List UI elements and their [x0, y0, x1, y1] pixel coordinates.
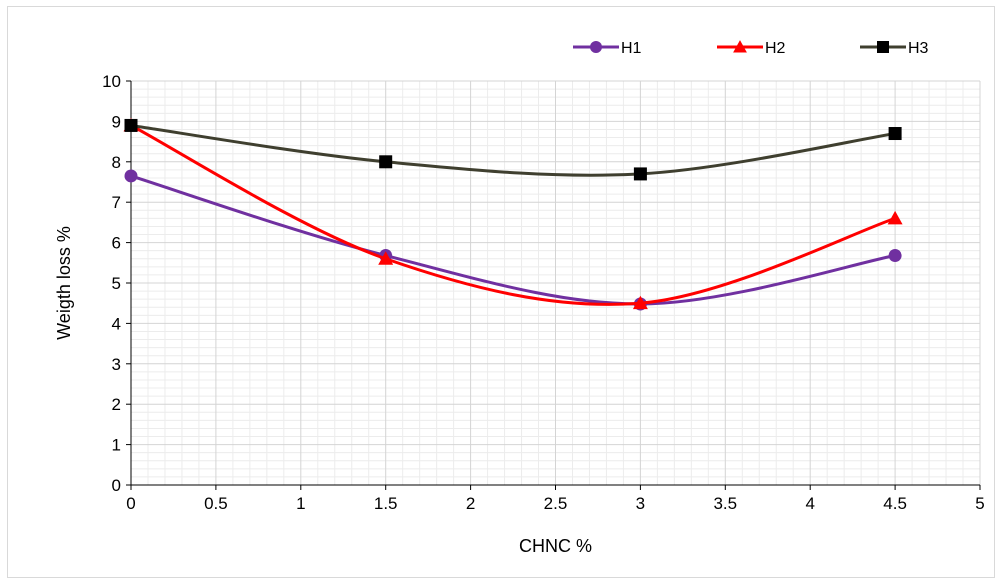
legend-label-h3: H3	[908, 40, 929, 57]
series-h2-point	[378, 251, 394, 265]
legend-item-h1: H1	[573, 40, 642, 57]
y-axis-ticks: 0 1 2 3 4 5 6 7 8 9 10	[102, 72, 131, 495]
y-tick-label: 4	[112, 314, 121, 333]
y-axis-title: Weigth loss %	[54, 226, 74, 340]
legend-label-h1: H1	[621, 40, 642, 57]
x-tick-label: 0.5	[204, 494, 228, 513]
x-tick-label: 4.5	[883, 494, 907, 513]
series-h3	[124, 118, 902, 181]
x-tick-label: 1	[296, 494, 305, 513]
x-tick-label: 3.5	[713, 494, 737, 513]
legend-item-h3: H3	[860, 40, 929, 57]
x-tick-label: 2.5	[544, 494, 568, 513]
x-axis-ticks: 0 0.5 1 1.5 2 2.5 3 3.5 4 4.5 5	[126, 485, 985, 513]
y-tick-label: 8	[112, 153, 121, 172]
y-tick-label: 10	[102, 72, 121, 91]
x-axis-title: CHNC %	[519, 536, 592, 556]
legend-item-h2: H2	[717, 40, 786, 57]
series-h3-line	[130, 123, 896, 177]
y-tick-label: 1	[112, 436, 121, 455]
x-tick-label: 1.5	[374, 494, 398, 513]
series-h1-point	[888, 249, 902, 263]
series-h3-point	[888, 127, 902, 141]
x-tick-label: 4	[805, 494, 814, 513]
x-tick-label: 2	[466, 494, 475, 513]
x-tick-label: 0	[126, 494, 135, 513]
series-h1-line	[130, 174, 896, 306]
legend-label-h2: H2	[765, 40, 786, 57]
y-tick-label: 7	[112, 193, 121, 212]
series-h3-point	[379, 155, 393, 169]
legend-marker-h2	[733, 40, 747, 53]
series-h2-point	[887, 210, 903, 225]
y-tick-label: 3	[112, 355, 121, 374]
series-h2	[123, 117, 903, 310]
legend: H1 H2 H3	[573, 40, 929, 57]
y-tick-label: 9	[112, 112, 121, 131]
x-tick-label: 5	[975, 494, 984, 513]
series-h3-point	[124, 118, 138, 132]
y-tick-label: 0	[112, 476, 121, 495]
x-tick-label: 3	[636, 494, 645, 513]
major-gridlines	[131, 80, 981, 485]
series-h3-point	[633, 167, 647, 181]
series-h2-point	[632, 295, 648, 310]
legend-marker-h1	[590, 41, 602, 53]
y-tick-label: 2	[112, 395, 121, 414]
series-h1-point	[124, 169, 138, 183]
series-layer	[123, 117, 903, 311]
y-tick-label: 5	[112, 274, 121, 293]
series-h1	[124, 169, 902, 311]
y-tick-label: 6	[112, 234, 121, 253]
legend-marker-h3	[877, 41, 889, 53]
series-h2-line	[130, 124, 896, 306]
